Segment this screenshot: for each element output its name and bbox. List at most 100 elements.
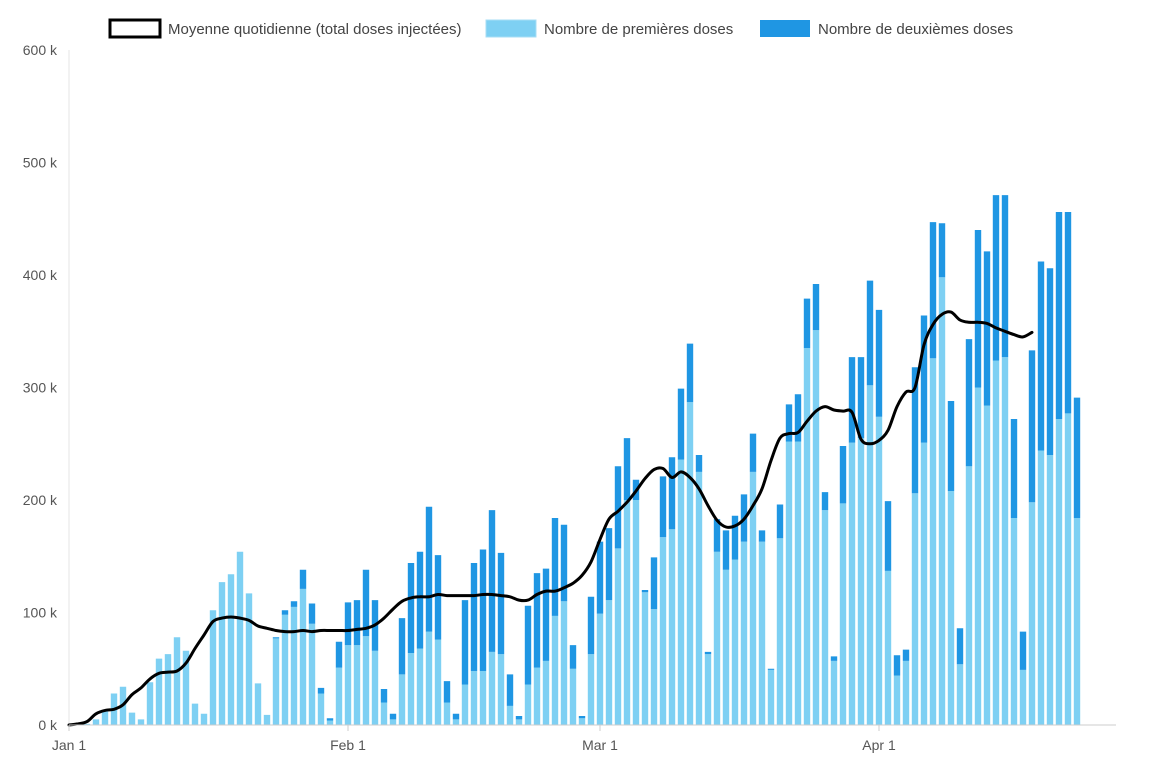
bar-deuxiemes-doses <box>353 600 361 646</box>
bar-deuxiemes-doses <box>983 251 991 406</box>
bar-premieres-doses <box>911 493 919 725</box>
bar-premieres-doses <box>965 466 973 725</box>
bar-premieres-doses <box>326 720 334 725</box>
bar-deuxiemes-doses <box>551 518 559 616</box>
bar-premieres-doses <box>533 667 541 726</box>
bar-premieres-doses <box>641 592 649 725</box>
bar-deuxiemes-doses <box>839 446 847 504</box>
legend-swatch-premieres <box>485 19 537 38</box>
bar-deuxiemes-doses <box>749 433 757 472</box>
bar-premieres-doses <box>623 500 631 725</box>
bar-deuxiemes-doses <box>722 530 730 570</box>
bar-premieres-doses <box>812 330 820 726</box>
bar-premieres-doses <box>92 719 100 726</box>
bar-deuxiemes-doses <box>560 524 568 602</box>
bar-deuxiemes-doses <box>587 596 595 655</box>
bar-premieres-doses <box>371 650 379 725</box>
bar-premieres-doses <box>758 541 766 726</box>
bar-deuxiemes-doses <box>461 600 469 685</box>
bar-deuxiemes-doses <box>578 716 586 719</box>
bar-deuxiemes-doses <box>920 315 928 443</box>
bar-premieres-doses <box>974 387 982 725</box>
bar-premieres-doses <box>344 645 352 726</box>
bar-deuxiemes-doses <box>479 549 487 671</box>
bar-premieres-doses <box>488 651 496 726</box>
bar-deuxiemes-doses <box>974 230 982 388</box>
bar-deuxiemes-doses <box>929 222 937 359</box>
bar-premieres-doses <box>506 705 514 726</box>
bar-premieres-doses <box>497 654 505 726</box>
bar-premieres-doses <box>173 637 181 725</box>
bar-deuxiemes-doses <box>326 718 334 721</box>
bar-deuxiemes-doses <box>569 645 577 669</box>
bar-premieres-doses <box>677 459 685 725</box>
bar-deuxiemes-doses <box>335 641 343 668</box>
bar-premieres-doses <box>920 442 928 726</box>
bar-deuxiemes-doses <box>992 195 1000 361</box>
plot-area <box>67 50 1116 727</box>
bar-premieres-doses <box>569 668 577 725</box>
bar-deuxiemes-doses <box>1001 195 1009 358</box>
bar-premieres-doses <box>893 675 901 725</box>
y-tick-label: 100 k <box>23 605 58 621</box>
bar-deuxiemes-doses <box>317 687 325 694</box>
bar-premieres-doses <box>245 593 253 726</box>
bar-premieres-doses <box>200 713 208 725</box>
bar-premieres-doses <box>470 671 478 725</box>
bar-deuxiemes-doses <box>884 501 892 571</box>
bar-deuxiemes-doses <box>281 610 289 615</box>
bar-premieres-doses <box>983 405 991 725</box>
y-tick-label: 0 k <box>38 717 58 733</box>
bar-premieres-doses <box>839 503 847 726</box>
bar-premieres-doses <box>191 703 199 726</box>
bar-premieres-doses <box>425 631 433 726</box>
bar-premieres-doses <box>164 654 172 726</box>
bar-premieres-doses <box>218 582 226 726</box>
average-line-group <box>67 310 1034 727</box>
bar-deuxiemes-doses <box>875 309 883 417</box>
bar-premieres-doses <box>605 600 613 726</box>
bar-deuxiemes-doses <box>893 655 901 676</box>
bar-deuxiemes-doses <box>785 404 793 442</box>
legend-label-premieres: Nombre de premières doses <box>544 21 733 38</box>
bar-deuxiemes-doses <box>497 552 505 655</box>
bar-deuxiemes-doses <box>506 674 514 706</box>
bar-deuxiemes-doses <box>650 557 658 610</box>
bar-deuxiemes-doses <box>1037 261 1045 451</box>
bar-premieres-doses <box>1037 450 1045 725</box>
bar-deuxiemes-doses <box>902 649 910 661</box>
bar-premieres-doses <box>821 510 829 726</box>
x-tick-label: Apr 1 <box>862 737 896 753</box>
bar-premieres-doses <box>695 471 703 726</box>
bar-premieres-doses <box>596 613 604 726</box>
y-tick-label: 600 k <box>23 42 58 58</box>
bar-deuxiemes-doses <box>677 388 685 460</box>
bar-premieres-doses <box>524 684 532 725</box>
bar-premieres-doses <box>461 684 469 725</box>
bar-premieres-doses <box>650 609 658 726</box>
bar-deuxiemes-doses <box>1064 212 1072 414</box>
bar-premieres-doses <box>929 358 937 725</box>
bar-deuxiemes-doses <box>623 438 631 501</box>
bar-premieres-doses <box>587 654 595 726</box>
bar-deuxiemes-doses <box>911 367 919 494</box>
bar-deuxiemes-doses <box>407 563 415 653</box>
bar-premieres-doses <box>551 615 559 726</box>
bar-premieres-doses <box>236 551 244 725</box>
bar-deuxiemes-doses <box>398 618 406 675</box>
bar-premieres-doses <box>956 664 964 725</box>
bar-deuxiemes-doses <box>830 656 838 661</box>
bar-premieres-doses <box>578 718 586 725</box>
bar-deuxiemes-doses <box>515 716 523 720</box>
bar-premieres-doses <box>335 667 343 726</box>
bar-premieres-doses <box>182 650 190 725</box>
legend: Moyenne quotidienne (total doses injecté… <box>108 18 1013 39</box>
bar-deuxiemes-doses <box>452 713 460 720</box>
bar-premieres-doses <box>560 601 568 725</box>
bar-premieres-doses <box>1001 357 1009 726</box>
bar-deuxiemes-doses <box>524 605 532 685</box>
bar-premieres-doses <box>776 538 784 725</box>
bar-deuxiemes-doses <box>938 223 946 278</box>
bar-premieres-doses <box>290 606 298 726</box>
bar-deuxiemes-doses <box>686 343 694 403</box>
